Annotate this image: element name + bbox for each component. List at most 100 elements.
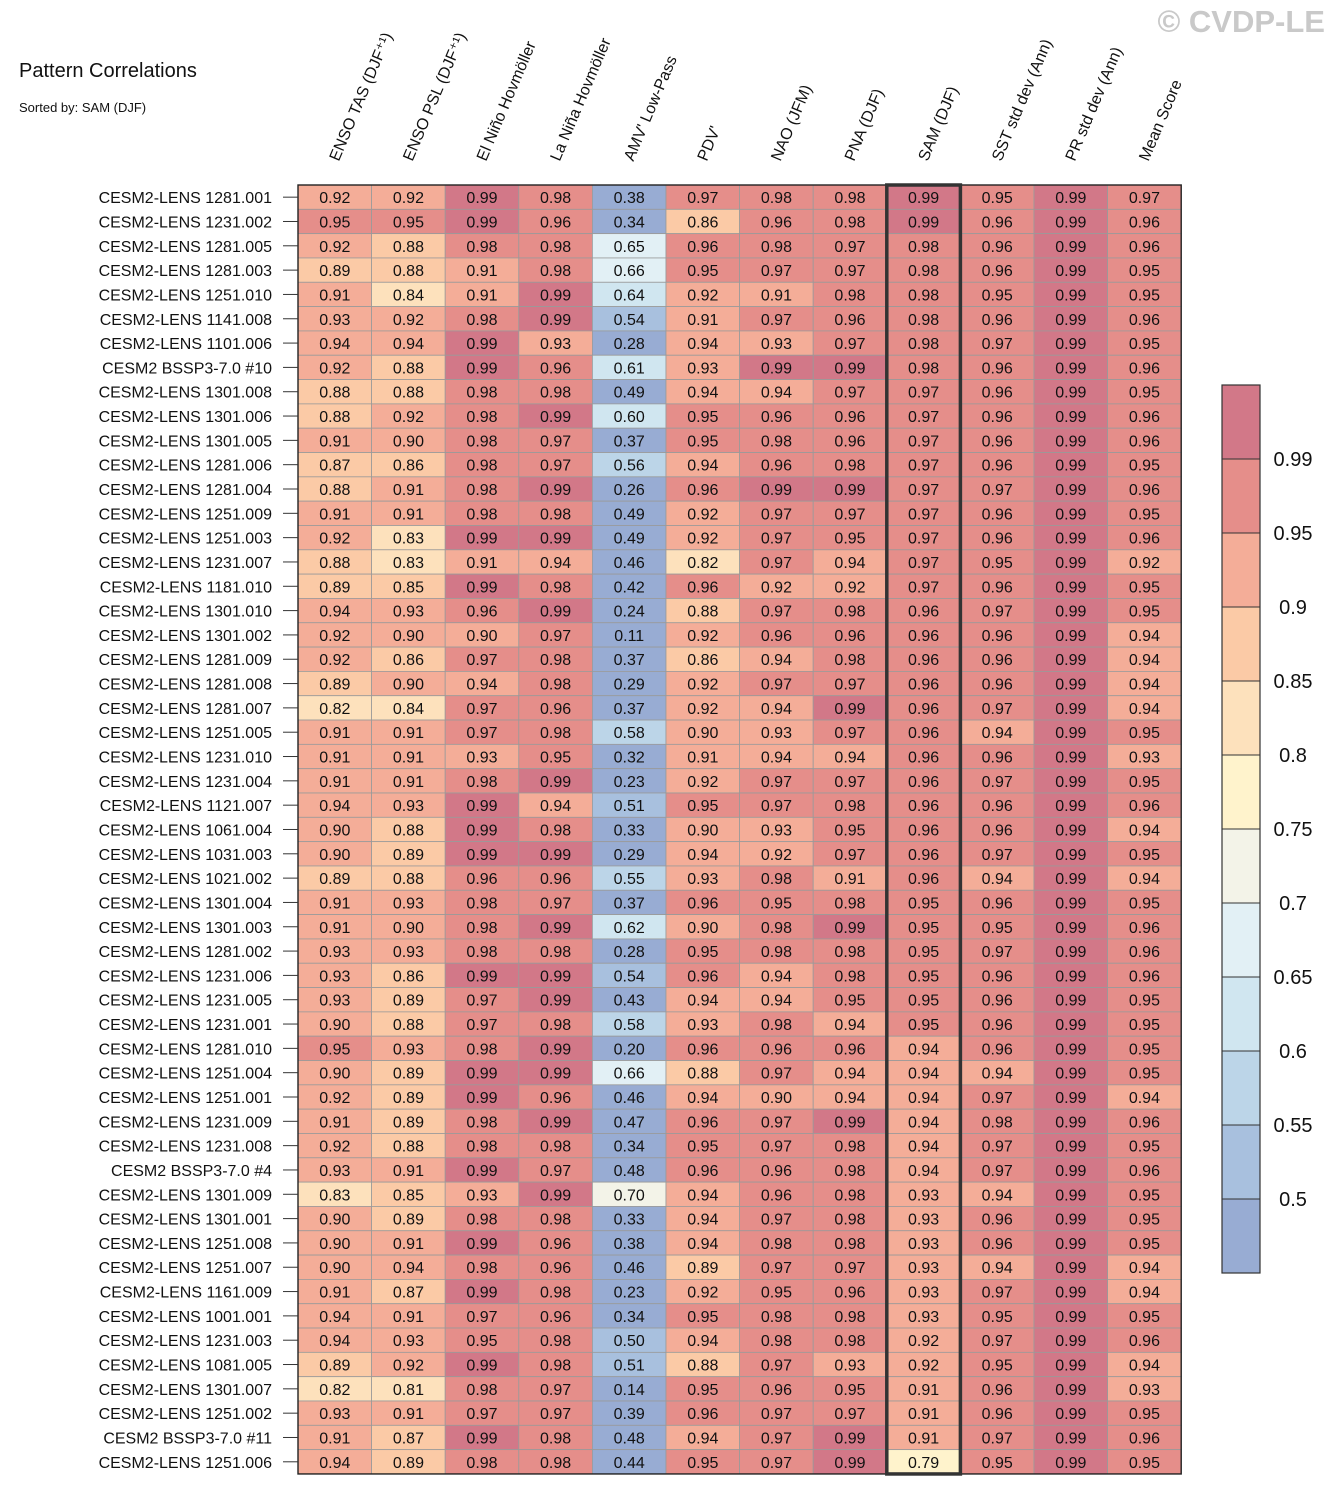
heatmap-cell — [886, 525, 961, 551]
cell-value-label: 0.94 — [687, 847, 718, 864]
cell-value-label: 0.93 — [319, 968, 350, 985]
cell-value-label: 0.99 — [1055, 579, 1086, 596]
heatmap-cell — [592, 671, 667, 697]
heatmap-cell — [812, 671, 888, 697]
cell-value-label: 0.94 — [1129, 652, 1160, 669]
heatmap-cell — [297, 695, 372, 721]
cell-value-label: 0.97 — [466, 652, 497, 669]
heatmap-cell — [592, 1400, 667, 1426]
cell-value-label: 0.92 — [687, 774, 718, 791]
cell-value-label: 0.96 — [982, 531, 1013, 548]
cell-value-label: 0.99 — [1055, 1017, 1086, 1034]
heatmap-cell — [1107, 768, 1182, 794]
cell-value-label: 0.95 — [1129, 1309, 1160, 1326]
heatmap-cell — [592, 646, 667, 672]
cell-value-label: 0.98 — [834, 968, 865, 985]
cell-value-label: 0.98 — [540, 1333, 571, 1350]
heatmap-cell — [665, 476, 740, 502]
cell-value-label: 0.90 — [319, 1260, 350, 1277]
cell-value-label: 0.93 — [319, 944, 350, 961]
cell-value-label: 0.99 — [1055, 822, 1086, 839]
cell-value-label: 0.99 — [1055, 652, 1086, 669]
heatmap-cell — [1033, 1230, 1108, 1256]
cell-value-label: 0.99 — [540, 968, 571, 985]
heatmap-cell — [444, 1376, 520, 1402]
cell-value-label: 0.46 — [614, 555, 645, 572]
heatmap-cell — [592, 379, 667, 405]
cell-value-label: 0.97 — [761, 798, 792, 815]
cell-value-label: 0.94 — [319, 798, 350, 815]
cell-value-label: 0.94 — [761, 701, 792, 718]
heatmap-cell — [665, 1424, 740, 1451]
cell-value-label: 0.99 — [1055, 263, 1086, 280]
heatmap-cell — [371, 841, 446, 867]
cell-value-label: 0.98 — [834, 190, 865, 207]
cell-value-label: 0.99 — [834, 1430, 865, 1447]
cell-value-label: 0.99 — [908, 190, 939, 207]
cell-value-label: 0.37 — [614, 701, 645, 718]
cell-value-label: 0.98 — [834, 1236, 865, 1253]
cell-value-label: 0.97 — [761, 1455, 792, 1472]
cell-value-label: 0.98 — [540, 822, 571, 839]
heatmap-cell — [1033, 938, 1108, 964]
cell-value-label: 0.92 — [761, 847, 792, 864]
heatmap-cell — [1033, 257, 1108, 283]
cell-value-label: 0.96 — [1129, 214, 1160, 231]
cell-value-label: 0.88 — [319, 482, 350, 499]
heatmap-cell — [812, 646, 888, 672]
cell-value-label: 0.99 — [1055, 1212, 1086, 1229]
cell-value-label: 0.93 — [1129, 750, 1160, 767]
heatmap-cell — [960, 1303, 1035, 1329]
cell-value-label: 0.96 — [982, 968, 1013, 985]
cell-value-label: 0.93 — [908, 1260, 939, 1277]
cell-value-label: 0.93 — [393, 1333, 424, 1350]
cell-value-label: 0.99 — [540, 1066, 571, 1083]
cell-value-label: 0.91 — [319, 1285, 350, 1302]
cell-value-label: 0.97 — [982, 774, 1013, 791]
cell-value-label: 0.88 — [393, 239, 424, 256]
cell-value-label: 0.96 — [908, 750, 939, 767]
cell-value-label: 0.51 — [614, 1358, 645, 1375]
cell-value-label: 0.33 — [614, 822, 645, 839]
colorbar-tick-label: 0.95 — [1274, 523, 1313, 545]
heatmap-cell — [371, 1181, 446, 1207]
heatmap-cell — [812, 914, 888, 940]
heatmap-cell — [739, 208, 814, 235]
cell-value-label: 0.88 — [687, 1358, 718, 1375]
colorbar-segment — [1222, 977, 1260, 1051]
heatmap-cell — [371, 938, 446, 964]
cell-value-label: 0.58 — [614, 725, 645, 742]
cell-value-label: 0.91 — [319, 287, 350, 304]
heatmap-cell — [297, 841, 372, 867]
heatmap-cell — [592, 184, 667, 210]
cell-value-label: 0.89 — [319, 263, 350, 280]
cell-value-label: 0.93 — [908, 1285, 939, 1302]
heatmap-cell — [665, 1206, 740, 1232]
cell-value-label: 0.96 — [908, 628, 939, 645]
heatmap-cell — [1033, 1133, 1108, 1159]
heatmap-cell — [592, 306, 667, 332]
cell-value-label: 0.96 — [982, 677, 1013, 694]
cell-value-label: 0.70 — [614, 1187, 645, 1204]
cell-value-label: 0.98 — [466, 1114, 497, 1131]
cell-value-label: 0.89 — [393, 1212, 424, 1229]
heatmap-cell — [739, 500, 814, 526]
cell-value-label: 0.98 — [761, 1017, 792, 1034]
heatmap-cell — [518, 1351, 593, 1378]
heatmap-cell — [592, 208, 667, 235]
cell-value-label: 0.88 — [393, 263, 424, 280]
heatmap-cell — [1033, 1327, 1108, 1353]
cell-value-label: 0.94 — [687, 385, 718, 402]
heatmap-cell — [1033, 646, 1108, 672]
cell-value-label: 0.93 — [687, 1017, 718, 1034]
cell-value-label: 0.96 — [982, 312, 1013, 329]
cell-value-label: 0.93 — [687, 871, 718, 888]
heatmap-cell — [444, 889, 520, 916]
cell-value-label: 0.28 — [614, 944, 645, 961]
cell-value-label: 0.33 — [614, 1212, 645, 1229]
heatmap-cell — [592, 889, 667, 916]
heatmap-cell — [1107, 1157, 1182, 1183]
cell-value-label: 0.99 — [466, 360, 497, 377]
heatmap-cell — [444, 1181, 520, 1207]
cell-value-label: 0.92 — [319, 1090, 350, 1107]
